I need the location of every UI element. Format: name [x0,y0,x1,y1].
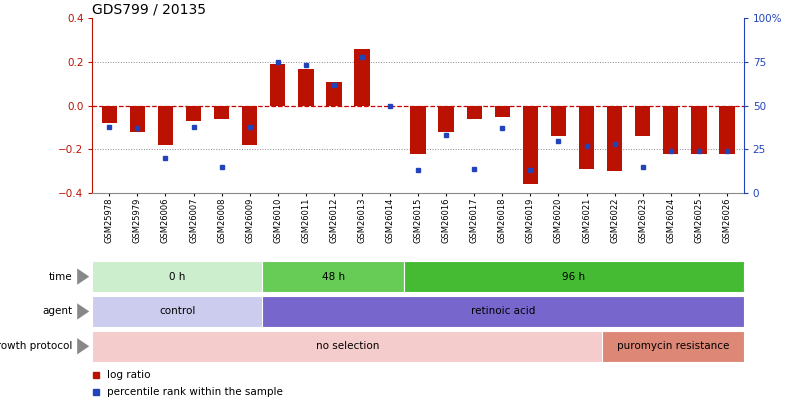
Text: GDS799 / 20135: GDS799 / 20135 [92,2,206,16]
Bar [494,106,509,117]
Text: log ratio: log ratio [107,370,150,380]
Text: no selection: no selection [316,341,378,351]
Polygon shape [77,338,89,354]
Text: agent: agent [43,307,72,316]
Bar [601,330,743,362]
Text: puromycin resistance: puromycin resistance [616,341,728,351]
Text: 96 h: 96 h [561,272,585,281]
Polygon shape [77,303,89,320]
Bar [522,106,537,184]
Bar [92,261,262,292]
Text: 48 h: 48 h [321,272,344,281]
Text: growth protocol: growth protocol [0,341,72,351]
Bar [410,106,426,154]
Bar [185,106,201,121]
Bar [662,106,678,154]
Bar [129,106,145,132]
Bar [634,106,650,136]
Bar [354,49,369,106]
Bar [691,106,706,154]
Bar [214,106,229,119]
Bar [466,106,481,119]
Bar [326,82,341,106]
Bar [262,296,743,327]
Text: time: time [49,272,72,281]
Bar [578,106,593,169]
Text: control: control [159,307,195,316]
Bar [298,68,313,106]
Bar [242,106,257,145]
Bar [157,106,173,145]
Bar [92,296,262,327]
Bar [550,106,565,136]
Bar [262,261,403,292]
Bar [403,261,743,292]
Text: 0 h: 0 h [169,272,185,281]
Text: retinoic acid: retinoic acid [471,307,535,316]
Bar [606,106,622,171]
Bar [270,64,285,106]
Polygon shape [77,269,89,285]
Text: percentile rank within the sample: percentile rank within the sample [107,387,283,397]
Bar [92,330,601,362]
Bar [101,106,117,123]
Bar [718,106,734,154]
Bar [438,106,454,132]
